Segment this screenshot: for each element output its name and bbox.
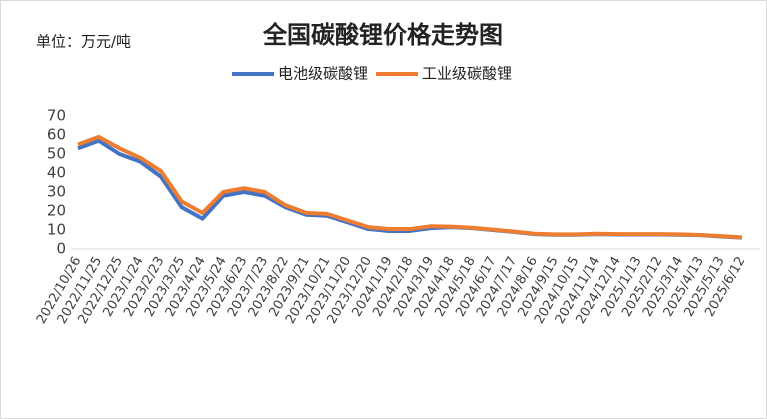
chart-title: 全国碳酸锂价格走势图 bbox=[262, 21, 503, 49]
y-tick-label: 40 bbox=[47, 164, 66, 182]
legend-label: 工业级碳酸锂 bbox=[422, 65, 512, 83]
y-tick-label: 0 bbox=[56, 240, 66, 258]
y-tick-label: 10 bbox=[47, 221, 66, 239]
unit-label: 单位：万元/吨 bbox=[36, 33, 131, 51]
legend-label: 电池级碳酸锂 bbox=[278, 65, 368, 83]
y-tick-label: 30 bbox=[47, 183, 66, 201]
y-tick-label: 60 bbox=[47, 126, 66, 144]
y-tick-label: 70 bbox=[47, 107, 66, 125]
y-tick-label: 50 bbox=[47, 145, 66, 163]
series-line bbox=[77, 134, 743, 240]
y-tick-label: 20 bbox=[47, 202, 66, 220]
